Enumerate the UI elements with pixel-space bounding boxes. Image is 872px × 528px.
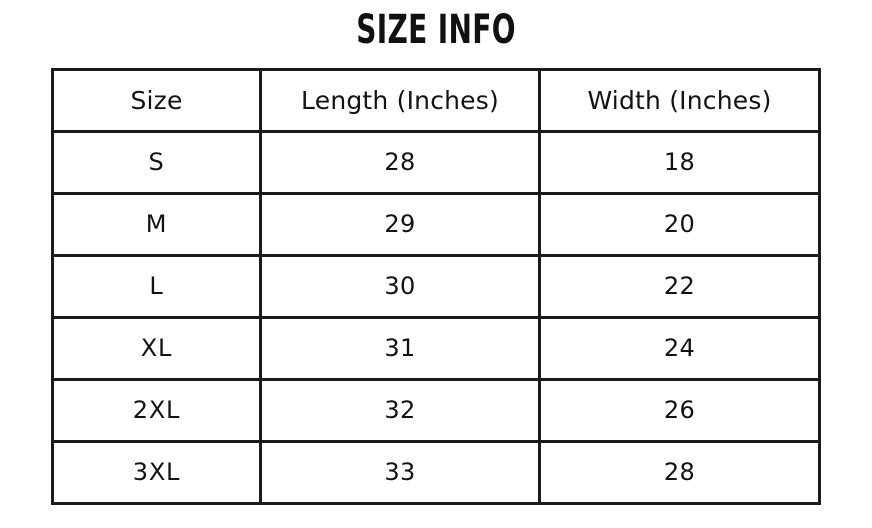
cell-size: M xyxy=(51,192,262,257)
column-header-size: Size xyxy=(51,68,262,133)
cell-length: 28 xyxy=(259,130,541,195)
cell-width: 26 xyxy=(538,378,821,443)
table-row: XL 31 24 xyxy=(51,316,821,381)
cell-size: 2XL xyxy=(51,378,262,443)
table-row: L 30 22 xyxy=(51,254,821,319)
cell-length: 32 xyxy=(259,378,541,443)
table-row: 2XL 32 26 xyxy=(51,378,821,443)
table-row: 3XL 33 28 xyxy=(51,440,821,505)
table-row: S 28 18 xyxy=(51,130,821,195)
column-header-length: Length (Inches) xyxy=(259,68,541,133)
table-body: S 28 18 M 29 20 L 30 22 XL 31 24 2XL 32 xyxy=(51,130,821,505)
cell-length: 31 xyxy=(259,316,541,381)
cell-width: 18 xyxy=(538,130,821,195)
page-title: SIZE INFO xyxy=(356,7,516,53)
size-chart-table: Size Length (Inches) Width (Inches) S 28… xyxy=(51,68,821,505)
cell-width: 20 xyxy=(538,192,821,257)
cell-width: 28 xyxy=(538,440,821,505)
cell-size: XL xyxy=(51,316,262,381)
cell-size: 3XL xyxy=(51,440,262,505)
cell-length: 33 xyxy=(259,440,541,505)
cell-width: 22 xyxy=(538,254,821,319)
page-title-container: SIZE INFO xyxy=(0,8,872,52)
cell-size: S xyxy=(51,130,262,195)
cell-width: 24 xyxy=(538,316,821,381)
cell-length: 30 xyxy=(259,254,541,319)
cell-size: L xyxy=(51,254,262,319)
table-header: Size Length (Inches) Width (Inches) xyxy=(51,68,821,133)
column-header-width: Width (Inches) xyxy=(538,68,821,133)
table-row: M 29 20 xyxy=(51,192,821,257)
table-header-row: Size Length (Inches) Width (Inches) xyxy=(51,68,821,133)
cell-length: 29 xyxy=(259,192,541,257)
